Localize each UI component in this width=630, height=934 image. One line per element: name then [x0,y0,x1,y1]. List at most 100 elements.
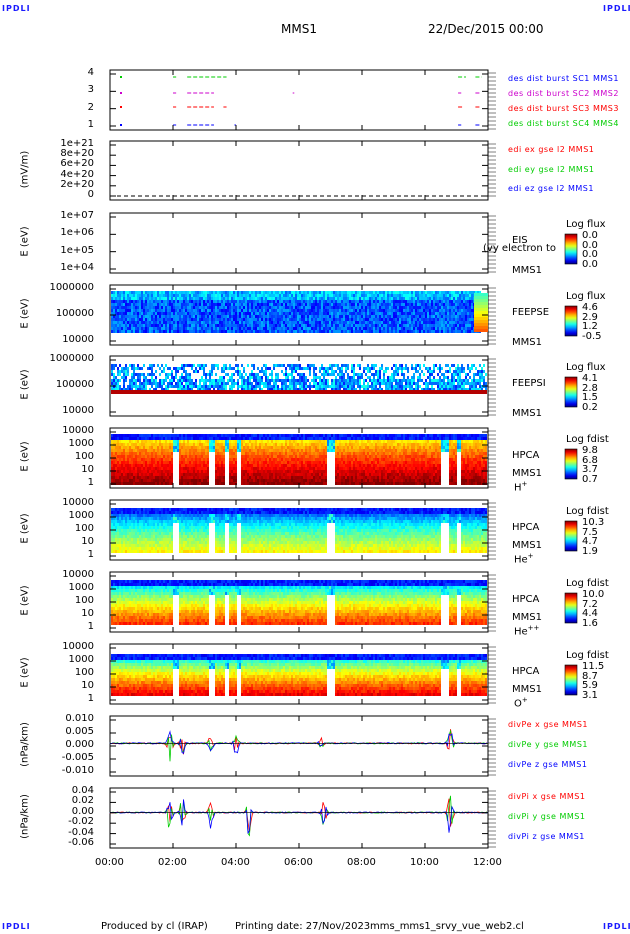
colorbar-title-eis: Log flux [566,219,606,230]
xtick-label-5: 10:00 [410,857,439,868]
ytick-label-divpe: -0.005 [61,752,94,763]
ytick-label-edi: 2e+20 [60,178,94,190]
colorbar-feepsi [564,376,578,408]
ytick-label-hpca_h: 10000 [62,425,94,436]
ylabel-divpi: (nPa/km) [19,794,31,839]
colorbar-value-hpca_he: 7.5 [582,526,598,538]
ytick-label-feepse: 10000 [62,334,94,345]
spacecraft-label-hpca_he: MMS1 [512,540,542,551]
colorbar-title-feepsi: Log flux [566,362,606,373]
spectrogram-feepse [111,291,488,333]
colorbar-value-hpca_h: 0.7 [582,473,598,485]
ytick-label-divpi: 0.04 [71,785,94,796]
ytick-label-edi: 8e+20 [60,148,94,160]
ytick-label-divpi: -0.02 [68,816,94,828]
panel-frame-burst [109,69,489,131]
colorbar-hpca_hepp [564,592,578,624]
colorbar-value-feepsi: 1.5 [582,392,598,403]
ytick-label-edi: 4e+20 [60,168,94,180]
colorbar-value-eis: 0.0 [582,230,598,241]
colorbar-hpca_o [564,664,578,696]
species-label-hpca_o: O+ [514,696,528,709]
legend-divpi-0: divPi x gse MMS1 [508,792,586,801]
date-title: 22/Dec/2015 00:00 [428,22,544,36]
species-charge: + [521,480,528,488]
ytick-label-burst: 1 [87,119,94,130]
xtick-label-2: 04:00 [221,857,250,868]
legend-burst-3: des dist burst SC4 MMS4 [508,119,619,128]
ytick-label-burst: 3 [87,84,94,96]
ytick-label-edi: 1e+21 [60,138,94,149]
species-charge: + [521,696,528,704]
colorbar-value-hpca_h: 6.8 [582,454,598,466]
ytick-label-divpi: -0.04 [68,826,94,838]
colorbar-title-hpca_hepp: Log fdist [566,578,609,589]
species-label-hpca_h: H+ [514,480,527,493]
colorbar-value-hpca_o: 5.9 [582,680,598,691]
panel-frame-edi [109,140,489,201]
corner-label-tr: IPDLI [603,4,630,13]
colorbar-value-hpca_o: 11.5 [582,661,605,672]
burst-marker-sc3 [120,106,122,108]
divpe-line-z [109,730,489,755]
colorbar-value-hpca_he: 1.9 [582,545,598,557]
ytick-label-hpca_hepp: 10000 [62,569,94,580]
overlap-text-eis: (vy electron to [483,243,556,254]
xtick-label-0: 00:00 [95,857,124,868]
colorbar-hpca_h [564,448,578,480]
colorbar-value-hpca_hepp: 4.4 [582,608,598,619]
ytick-label-eis: 1e+07 [60,210,94,221]
species-name: H [514,482,522,494]
species-label-hpca_hepp: He++ [514,624,539,637]
spacecraft-label-eis: MMS1 [512,265,542,276]
legend-burst-2: des dist burst SC3 MMS3 [508,104,619,113]
instrument-label-eis: EIS [512,235,528,246]
colorbar-value-hpca_he: 10.3 [582,517,605,528]
corner-label-tl: IPDLI [2,4,31,13]
legend-edi-2: edi ez gse l2 MMS1 [508,184,594,194]
colorbar-value-feepsi: 4.1 [582,373,598,384]
ytick-label-hpca_hepp: 1 [87,621,94,632]
ytick-label-hpca_o: 100 [74,667,94,678]
ytick-label-eis: 1e+04 [60,262,94,273]
colorbar-title-hpca_h: Log fdist [566,434,609,445]
ytick-label-hpca_hepp: 100 [74,595,94,606]
ytick-label-edi: 6e+20 [60,158,94,170]
colorbar-value-feepsi: 0.2 [582,401,598,413]
spectrogram-hpca_hepp [111,580,487,625]
spacecraft-label-hpca_hepp: MMS1 [512,612,542,623]
panel-frame-divpi [109,787,489,849]
colorbar-value-eis: 0.0 [582,239,598,251]
colorbar-value-feepse: 4.6 [582,302,598,313]
legend-divpe-2: divPe z gse MMS1 [508,760,588,769]
burst-marker-sc1 [120,124,122,126]
ytick-label-hpca_h: 10 [81,464,94,475]
colorbar-value-hpca_hepp: 1.6 [582,617,598,629]
spectrogram-feepsi [111,364,487,394]
instrument-label-hpca_h: HPCA [512,450,540,461]
colorbar-value-hpca_h: 9.8 [582,445,598,456]
ytick-label-hpca_hepp: 10 [81,608,94,619]
ytick-label-hpca_he: 100 [74,523,94,534]
spectrogram-hpca_h [111,434,487,485]
colorbar-title-hpca_o: Log fdist [566,650,609,661]
ytick-label-hpca_he: 10000 [62,497,94,508]
colorbar-value-hpca_he: 4.7 [582,536,598,547]
ytick-label-eis: 1e+05 [60,244,94,256]
ytick-label-divpi: 0.00 [71,805,94,817]
legend-burst-0: des dist burst SC1 MMS1 [508,74,619,83]
colorbar-value-hpca_o: 8.7 [582,670,598,682]
colorbar-feepse [564,305,578,337]
spectrogram-hpca_o [111,654,487,696]
species-label-hpca_he: He+ [514,552,534,565]
colorbar-value-hpca_h: 3.7 [582,464,598,475]
ytick-label-hpca_he: 1 [87,549,94,560]
colorbar-value-hpca_hepp: 10.0 [582,589,605,600]
colorbar-value-feepse: 2.9 [582,311,598,323]
colorbar-value-feepse: -0.5 [582,330,602,342]
species-charge: ++ [527,624,540,632]
ytick-label-hpca_hepp: 1000 [68,582,94,593]
ytick-label-feepsi: 10000 [62,405,94,416]
species-charge: + [527,552,534,560]
colorbar-value-eis: 0.0 [582,258,598,270]
